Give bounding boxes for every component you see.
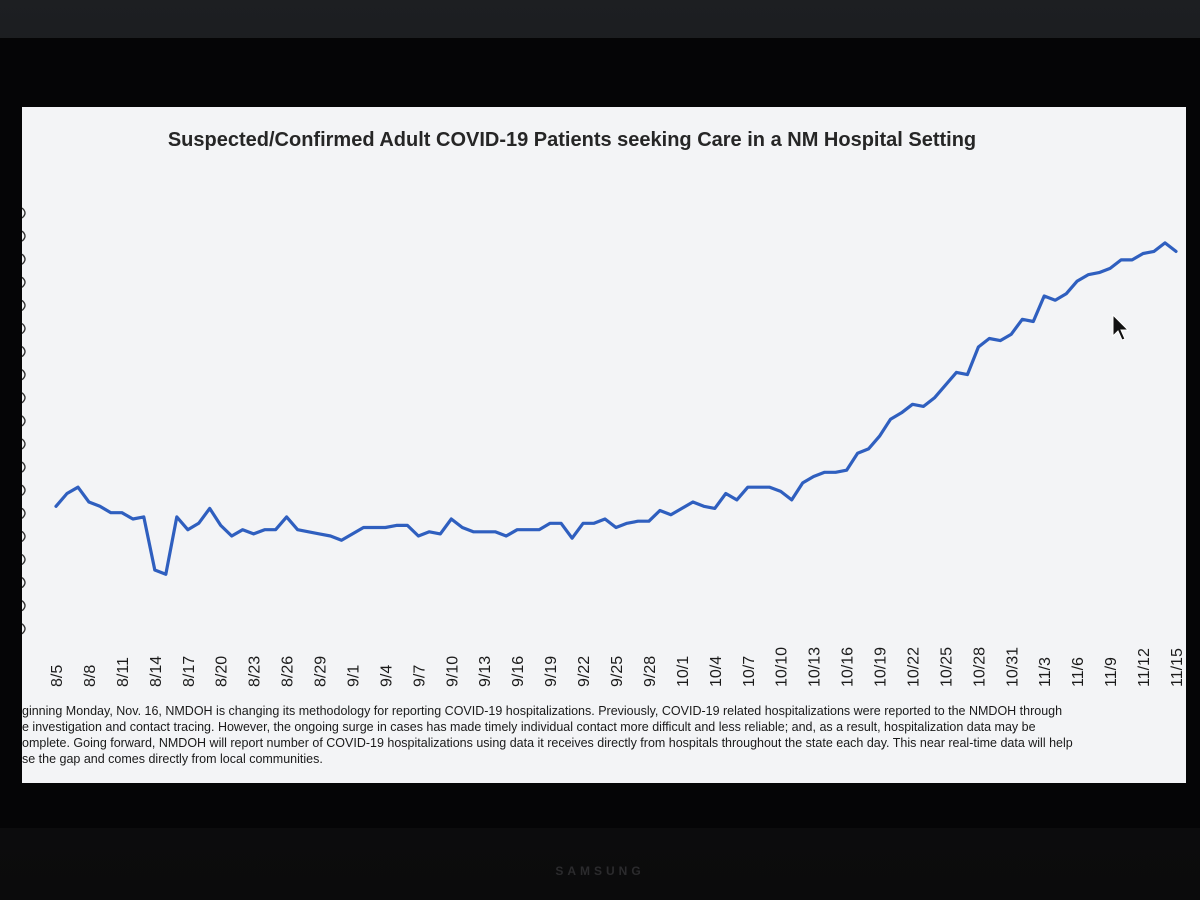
x-tick-label: 11/3 [1037, 657, 1054, 687]
footnote-line: ginning Monday, Nov. 16, NMDOH is changi… [22, 704, 1063, 718]
series-line [54, 241, 1178, 576]
chart-title: Suspected/Confirmed Adult COVID-19 Patie… [167, 129, 977, 151]
x-tick-label: 10/31 [1004, 647, 1021, 687]
x-tick-label: 8/17 [181, 656, 198, 687]
x-axis-labels: 8/5 8/8 8/11 8/14 8/17 8/20 8/23 8/26 8/29 9/1 9/4… [49, 647, 1186, 687]
x-tick-label: 9/16 [510, 656, 527, 687]
x-tick-label: 10/1 [675, 656, 692, 687]
x-tick-label: 10/25 [938, 647, 955, 687]
x-tick-label: 11/6 [1070, 657, 1087, 687]
x-tick-label: 10/7 [741, 656, 758, 687]
y-tick-mark [22, 577, 26, 589]
y-tick-mark [22, 623, 26, 635]
y-tick-mark [22, 415, 26, 427]
y-tick-mark [22, 461, 26, 473]
x-tick-label: 10/10 [774, 647, 791, 687]
y-tick-mark [22, 253, 26, 265]
x-tick-label: 9/7 [411, 665, 428, 687]
x-tick-label: 8/14 [148, 656, 165, 687]
y-tick-mark [22, 230, 26, 242]
y-tick-mark [22, 530, 26, 542]
y-tick-mark [22, 392, 26, 404]
y-tick-mark [22, 600, 26, 612]
x-tick-label: 8/20 [214, 656, 231, 687]
footnote: ginning Monday, Nov. 16, NMDOH is changi… [22, 703, 1182, 767]
x-tick-label: 8/8 [82, 665, 99, 687]
y-tick-mark [22, 207, 26, 219]
x-tick-label: 8/5 [49, 665, 66, 687]
x-tick-label: 8/23 [247, 656, 264, 687]
x-tick-label: 10/22 [906, 647, 923, 687]
y-tick-mark [22, 276, 26, 288]
x-tick-label: 10/19 [873, 647, 890, 687]
x-tick-label: 9/1 [346, 665, 363, 687]
x-tick-label: 9/25 [609, 656, 626, 687]
line-chart: 8/5 8/8 8/11 8/14 8/17 8/20 8/23 8/26 8/29 9/1 9/4… [22, 207, 1186, 687]
x-tick-label: 11/9 [1103, 657, 1120, 687]
mouse-pointer-icon [1112, 314, 1130, 341]
y-tick-mark [22, 553, 26, 566]
x-tick-label: 9/28 [642, 656, 659, 687]
x-tick-label: 9/10 [444, 656, 461, 687]
y-tick-mark [22, 484, 26, 496]
y-tick-mark [22, 346, 26, 358]
y-tick-mark [22, 507, 26, 519]
x-tick-label: 9/4 [378, 665, 395, 687]
x-tick-label: 9/19 [543, 656, 560, 687]
x-tick-label: 8/11 [115, 657, 132, 687]
presentation-slide: Suspected/Confirmed Adult COVID-19 Patie… [22, 107, 1186, 783]
x-tick-label: 10/4 [708, 656, 725, 687]
y-tick-mark [22, 438, 26, 450]
x-tick-label: 11/15 [1169, 648, 1186, 687]
footnote-line: e investigation and contact tracing. How… [22, 720, 1036, 734]
y-tick-mark [22, 299, 26, 311]
x-tick-label: 10/28 [971, 647, 988, 687]
x-tick-label: 9/13 [477, 656, 494, 687]
x-tick-label: 11/12 [1136, 648, 1153, 687]
footnote-line: omplete. Going forward, NMDOH will repor… [22, 736, 1073, 750]
monitor-brand-logo: SAMSUNG [555, 864, 645, 878]
x-tick-label: 8/29 [313, 656, 330, 687]
x-tick-label: 9/22 [576, 656, 593, 687]
x-tick-label: 10/16 [840, 647, 857, 687]
x-tick-label: 10/13 [807, 647, 824, 687]
y-tick-mark [22, 322, 26, 335]
x-tick-label: 8/26 [280, 656, 297, 687]
footnote-line: se the gap and comes directly from local… [22, 752, 323, 766]
y-axis-ticks [22, 207, 26, 635]
y-tick-mark [22, 369, 26, 381]
